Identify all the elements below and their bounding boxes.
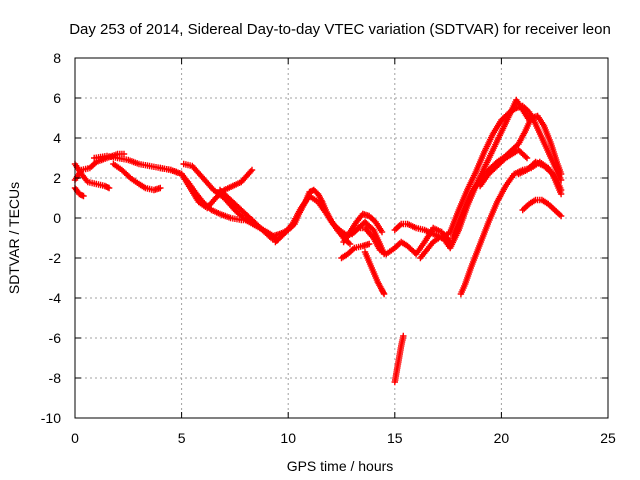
y-tick-label: -2	[49, 250, 62, 266]
series-marks	[391, 332, 407, 386]
series-arc-14	[391, 332, 407, 386]
series-arc-8	[216, 186, 281, 244]
series-arc-6	[157, 164, 256, 224]
chart-title: Day 253 of 2014, Sidereal Day-to-day VTE…	[69, 21, 611, 38]
y-tick-label: -8	[49, 370, 62, 386]
series-marks	[216, 186, 281, 244]
series-marks	[349, 224, 454, 258]
series-marks	[361, 248, 388, 298]
y-axis-label: SDTVAR / TECUs	[6, 182, 22, 294]
y-tick-label: -10	[41, 410, 61, 426]
series-arc-21	[519, 196, 565, 220]
series-marks	[157, 164, 256, 224]
x-axis-label: GPS time / hours	[287, 458, 394, 474]
y-tick-label: 4	[53, 130, 61, 146]
series-arc-10	[340, 210, 386, 246]
plot-frame	[74, 57, 609, 419]
y-tick-label: -6	[49, 330, 62, 346]
series-arc-11	[349, 224, 454, 258]
series-arc-20	[515, 158, 565, 198]
series-marks	[476, 146, 531, 190]
series-marks	[340, 210, 386, 246]
x-tick-label: 25	[600, 430, 616, 446]
y-tick-label: 0	[53, 210, 61, 226]
series-marks	[519, 196, 565, 220]
series-marks	[338, 240, 373, 262]
x-tick-label: 0	[71, 430, 79, 446]
series-arc-13	[338, 240, 373, 262]
y-tick-label: 6	[53, 90, 61, 106]
x-tick-label: 10	[280, 430, 296, 446]
x-tick-label: 15	[387, 430, 403, 446]
series-marks	[515, 158, 565, 198]
series-arc-5	[110, 160, 164, 194]
x-tick-label: 20	[494, 430, 510, 446]
x-tick-label: 5	[178, 430, 186, 446]
y-tick-label: -4	[49, 290, 62, 306]
series-arc-19	[476, 146, 531, 190]
y-tick-label: 8	[53, 50, 61, 66]
axis-ticks: 0 5 10 15 20 25 -10 -8 -6 -4 -2 0 2 4 6 8	[41, 50, 616, 446]
series-arc-12	[361, 248, 388, 298]
y-tick-label: 2	[53, 170, 61, 186]
data-series	[71, 96, 565, 386]
series-marks	[110, 160, 164, 194]
